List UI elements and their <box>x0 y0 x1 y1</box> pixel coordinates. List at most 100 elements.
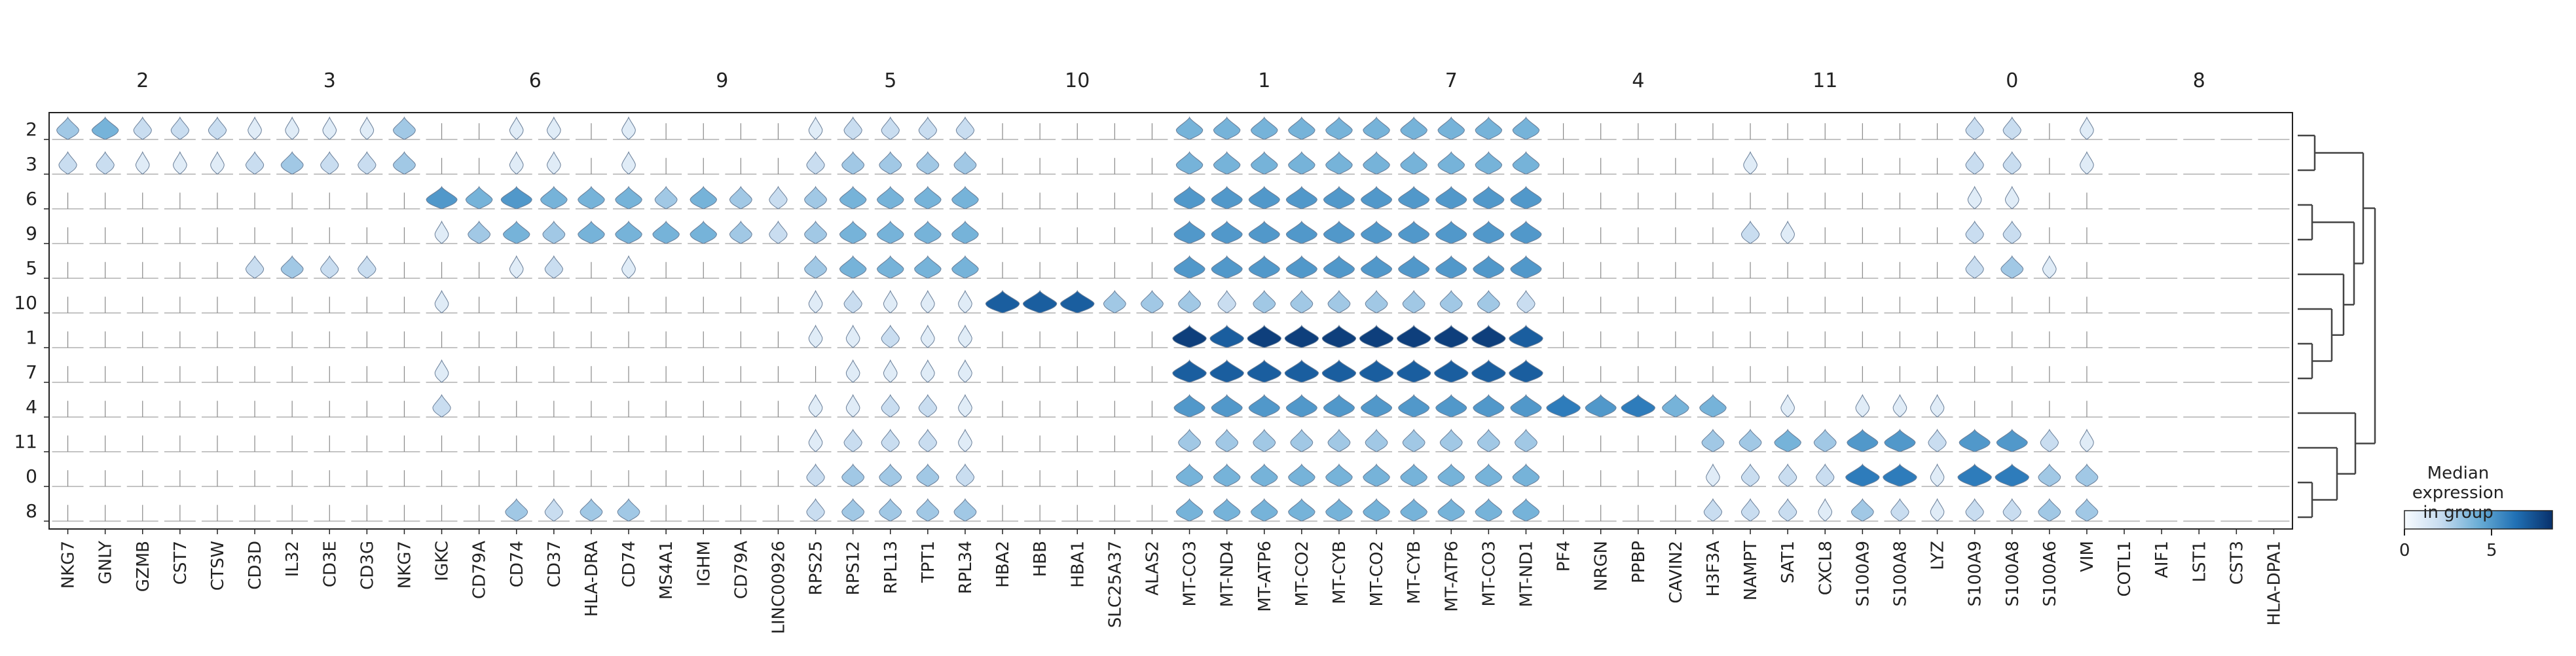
violin <box>918 116 937 140</box>
violin <box>1475 116 1503 140</box>
violin <box>1473 255 1505 279</box>
violin <box>358 255 377 279</box>
violin <box>914 255 942 279</box>
violin <box>1398 393 1430 418</box>
violin <box>1701 428 1725 452</box>
violin <box>951 185 979 210</box>
violin <box>1883 463 1917 487</box>
violin <box>1928 428 1947 452</box>
violin <box>426 185 458 210</box>
violin <box>1363 116 1390 140</box>
violin <box>839 185 867 210</box>
gene-label: RPS12 <box>844 541 864 595</box>
plot-frame <box>48 112 2293 530</box>
violin <box>2002 116 2021 140</box>
colorbar-title: Median expression in group <box>2380 464 2537 522</box>
gene-group-label: 4 <box>1632 69 1644 92</box>
violin <box>1546 393 1581 418</box>
violin <box>210 151 225 175</box>
violin <box>1512 498 1540 522</box>
violin <box>1774 428 1801 452</box>
gene-label: CAVIN2 <box>1666 541 1686 604</box>
gene-label: RPL34 <box>956 541 976 594</box>
violin <box>1173 255 1205 279</box>
violin <box>280 151 304 175</box>
violin <box>544 255 563 279</box>
gene-label: HLA-DRA <box>582 541 602 617</box>
violin <box>2042 255 2057 279</box>
gene-label: GZMB <box>134 541 153 592</box>
violin <box>1437 498 1465 522</box>
violin <box>985 289 1020 314</box>
violin <box>839 220 867 244</box>
violin <box>1251 498 1278 522</box>
violin <box>883 289 898 314</box>
violin <box>879 463 902 487</box>
violin <box>1288 116 1316 140</box>
violin <box>1778 463 1797 487</box>
violins <box>52 116 2290 522</box>
violin <box>2000 255 2024 279</box>
violin <box>1288 498 1316 522</box>
violin <box>509 151 524 175</box>
violin <box>845 393 860 418</box>
gene-label: LINC00926 <box>769 541 788 634</box>
violin <box>503 220 530 244</box>
gene-label: CTSW <box>208 541 228 591</box>
gene-label: CD3G <box>358 541 377 590</box>
gene-label: ALAS2 <box>1143 541 1162 596</box>
violin <box>434 289 449 314</box>
violin <box>1172 359 1207 383</box>
violin <box>1211 393 1243 418</box>
gene-label: MT-ATP6 <box>1255 541 1275 612</box>
violin <box>806 151 825 175</box>
violin <box>1510 255 1542 279</box>
violin <box>951 255 979 279</box>
violin <box>879 498 902 522</box>
violin <box>1400 498 1427 522</box>
violin <box>1434 359 1469 383</box>
violin <box>2038 463 2061 487</box>
gene-label: SAT1 <box>1778 541 1798 583</box>
violin <box>1285 185 1317 210</box>
gene-label: MT-CYB <box>1330 541 1350 604</box>
violin <box>615 185 642 210</box>
violin <box>1477 428 1500 452</box>
violin <box>1967 185 1982 210</box>
gene-group-label: 6 <box>529 69 542 92</box>
violin <box>1363 151 1390 175</box>
gene-label: SLC25A37 <box>1105 541 1125 628</box>
gene-label: GNLY <box>96 541 116 585</box>
violin <box>1995 463 2029 487</box>
violin <box>1740 463 1760 487</box>
violin <box>1363 498 1390 522</box>
violin <box>1327 428 1351 452</box>
violin <box>1173 185 1205 210</box>
violin <box>1251 463 1278 487</box>
violin <box>804 220 827 244</box>
violin <box>1398 185 1430 210</box>
gene-label: PF4 <box>1555 541 1574 572</box>
gene-label: IL32 <box>283 541 303 577</box>
violin <box>170 116 189 140</box>
violin <box>690 185 717 210</box>
violin <box>804 185 827 210</box>
violin <box>921 289 935 314</box>
violin <box>1178 289 1201 314</box>
violin <box>1253 428 1276 452</box>
gene-label: AIF1 <box>2152 541 2172 578</box>
violin <box>434 220 449 244</box>
gene-label: NKG7 <box>59 541 79 589</box>
violin <box>1439 289 1463 314</box>
gene-label: CD74 <box>619 541 639 587</box>
violin <box>879 151 902 175</box>
violin <box>1509 359 1543 383</box>
violin <box>845 324 860 348</box>
row-label: 3 <box>26 153 37 175</box>
gene-label: HBA2 <box>993 541 1013 588</box>
violin <box>1816 463 1835 487</box>
gene-labels: NKG7 GNLY GZMB CST7 CTSW CD3D IL32 CD3E CD3G NKG7… <box>59 529 2284 634</box>
violin <box>916 498 940 522</box>
violin <box>1780 220 1795 244</box>
